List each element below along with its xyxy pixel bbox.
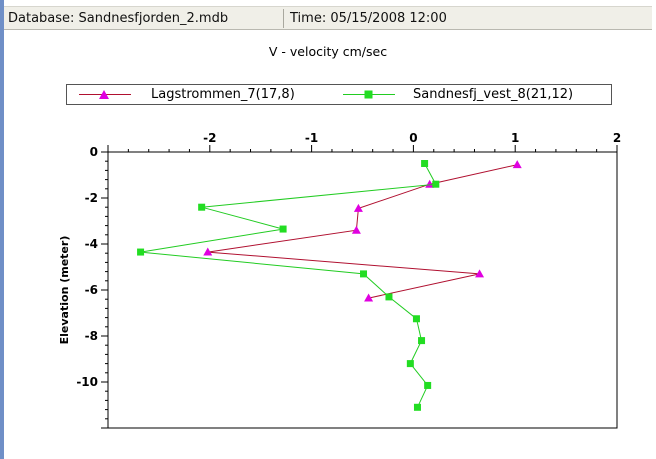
x-tick-label: -1	[305, 131, 318, 145]
y-tick-label: -6	[85, 283, 98, 297]
y-axis-label: Elevation (meter)	[58, 236, 71, 345]
data-point-square	[424, 381, 432, 389]
data-point-square	[279, 225, 287, 233]
data-point-triangle	[512, 160, 522, 169]
x-tick-label: 0	[409, 131, 417, 145]
y-tick-label: -2	[85, 191, 98, 205]
legend-marker-triangle	[99, 90, 109, 99]
chart-legend: Lagstrommen_7(17,8) Sandnesfj_vest_8(21,…	[66, 84, 612, 105]
legend-marker-square	[364, 90, 373, 99]
status-bar: Database: Sandnesfjorden_2.mdb Time: 05/…	[4, 6, 652, 30]
y-tick-label: -8	[85, 329, 98, 343]
data-point-square	[418, 337, 426, 345]
data-point-triangle	[475, 269, 485, 278]
data-point-square	[137, 248, 145, 256]
data-point-square	[360, 270, 368, 278]
x-tick-label: 2	[613, 131, 621, 145]
x-tick-label: 1	[511, 131, 519, 145]
data-point-square	[406, 360, 414, 368]
data-point-triangle	[364, 293, 374, 302]
series-line-1	[140, 163, 437, 408]
data-point-square	[412, 315, 420, 323]
y-tick-label: 0	[90, 145, 98, 159]
series-line-0	[207, 164, 518, 299]
data-point-square	[385, 293, 393, 301]
x-tick-label: -2	[203, 131, 216, 145]
window-left-edge	[0, 0, 4, 459]
data-point-triangle	[351, 225, 361, 234]
chart-title: V - velocity cm/sec	[268, 44, 388, 59]
y-tick-label: -4	[85, 237, 98, 251]
y-tick-label: -10	[76, 375, 98, 389]
data-point-square	[421, 160, 429, 167]
database-status: Database: Sandnesfjorden_2.mdb	[8, 9, 284, 28]
data-point-square	[432, 180, 440, 188]
data-point-triangle	[425, 179, 435, 188]
data-point-square	[198, 203, 206, 211]
data-point-triangle	[203, 247, 213, 256]
time-status: Time: 05/15/2008 12:00	[290, 11, 447, 26]
data-point-square	[413, 403, 421, 411]
plot-frame	[107, 151, 618, 429]
data-point-triangle	[353, 203, 363, 212]
legend-label-sandnesfj: Sandnesfj_vest_8(21,12)	[413, 87, 574, 102]
legend-label-lagstrommen: Lagstrommen_7(17,8)	[151, 87, 295, 102]
